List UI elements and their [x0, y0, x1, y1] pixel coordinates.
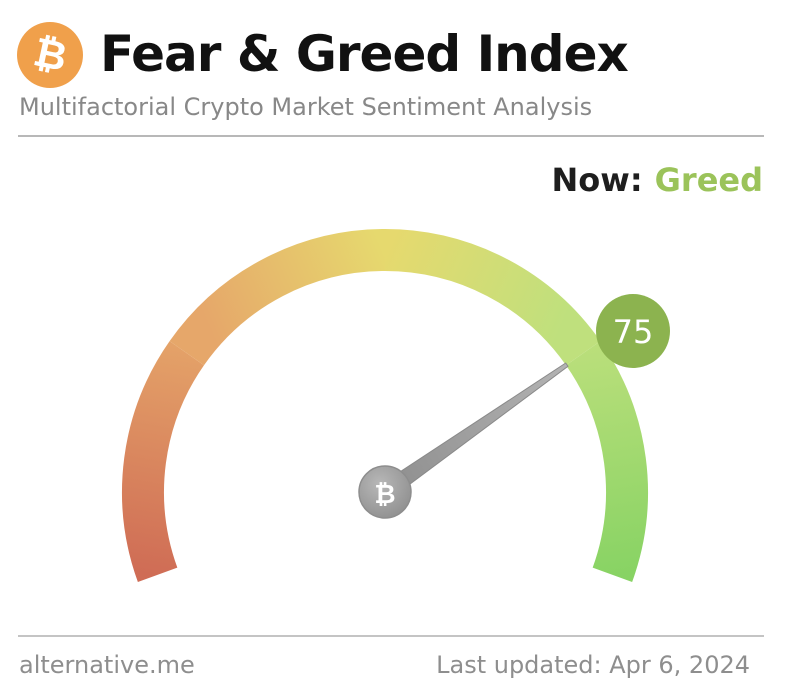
- gauge-needle: [379, 362, 569, 500]
- gauge-arc: [122, 229, 648, 582]
- page-title: Fear & Greed Index: [100, 25, 629, 83]
- current-sentiment: Now: Greed: [552, 158, 763, 202]
- gauge-arc-lower-segment: [169, 229, 386, 366]
- now-value: Greed: [654, 161, 763, 199]
- gauge-arc-fear-segment: [122, 341, 205, 582]
- now-label: Now:: [551, 161, 643, 199]
- footer-divider: [18, 635, 764, 637]
- gauge-value-label: 75: [613, 313, 654, 351]
- gauge-value-badge: [596, 294, 670, 368]
- gauge-hub-icon: [358, 465, 412, 519]
- last-updated: Last updated: Apr 6, 2024: [436, 651, 750, 679]
- bitcoin-logo-icon: ₿: [17, 22, 83, 88]
- page-subtitle: Multifactorial Crypto Market Sentiment A…: [19, 93, 593, 121]
- header-divider: [18, 135, 764, 137]
- gauge-hub-glyph: ₿: [374, 480, 395, 510]
- source-link[interactable]: alternative.me: [19, 651, 195, 679]
- gauge-arc-upper-segment: [384, 229, 601, 366]
- gauge-arc-greed-segment: [565, 341, 648, 582]
